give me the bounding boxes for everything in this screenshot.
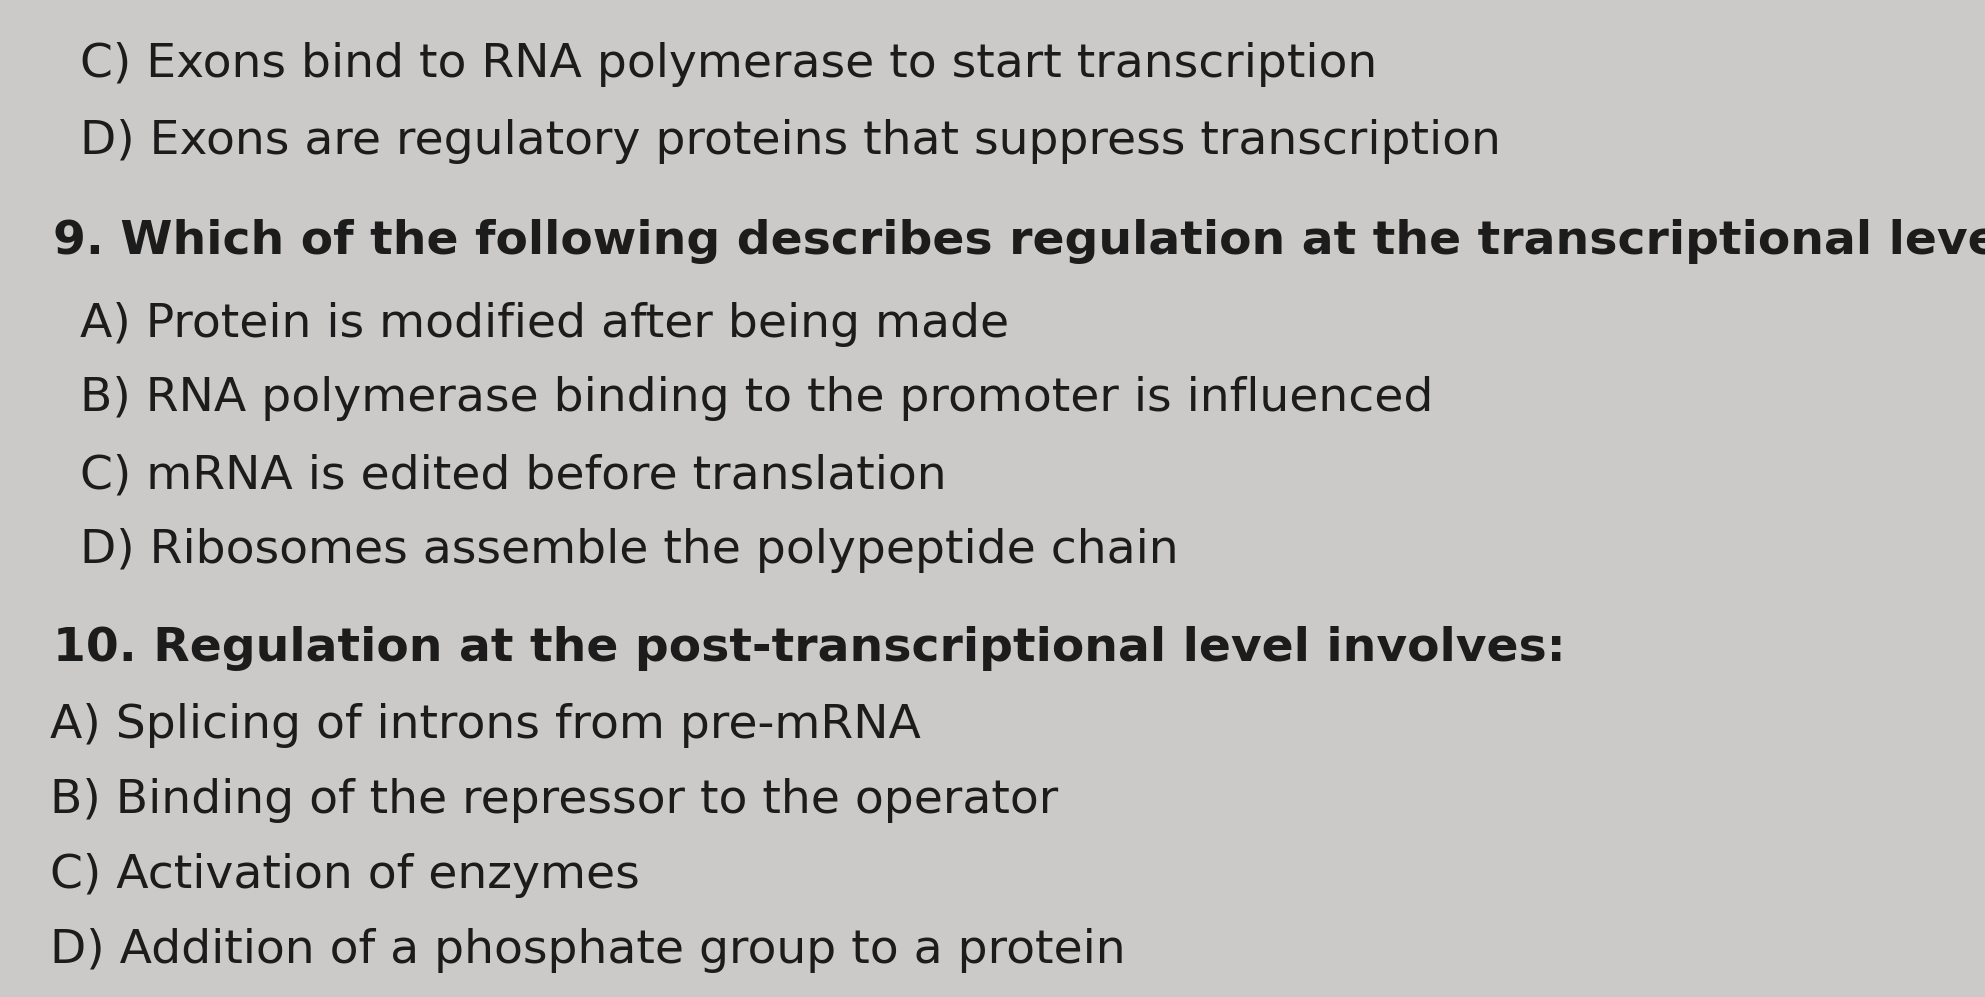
Text: A) Protein is modified after being made: A) Protein is modified after being made bbox=[20, 301, 1008, 347]
Text: D) Exons are regulatory proteins that suppress transcription: D) Exons are regulatory proteins that su… bbox=[20, 119, 1501, 165]
Text: D) Ribosomes assemble the polypeptide chain: D) Ribosomes assemble the polypeptide ch… bbox=[20, 527, 1179, 573]
Text: C) Exons bind to RNA polymerase to start transcription: C) Exons bind to RNA polymerase to start… bbox=[20, 42, 1378, 88]
Text: A) Splicing of introns from pre-mRNA: A) Splicing of introns from pre-mRNA bbox=[20, 703, 921, 749]
Text: 10. Regulation at the post-transcriptional level involves:: 10. Regulation at the post-transcription… bbox=[20, 625, 1566, 671]
Text: C) mRNA is edited before translation: C) mRNA is edited before translation bbox=[20, 453, 947, 498]
Text: C) Activation of enzymes: C) Activation of enzymes bbox=[20, 852, 639, 898]
Text: 9. Which of the following describes regulation at the transcriptional level?: 9. Which of the following describes regu… bbox=[20, 218, 1985, 264]
Text: B) RNA polymerase binding to the promoter is influenced: B) RNA polymerase binding to the promote… bbox=[20, 376, 1433, 422]
Text: B) Binding of the repressor to the operator: B) Binding of the repressor to the opera… bbox=[20, 778, 1058, 824]
Text: D) Addition of a phosphate group to a protein: D) Addition of a phosphate group to a pr… bbox=[20, 927, 1125, 973]
